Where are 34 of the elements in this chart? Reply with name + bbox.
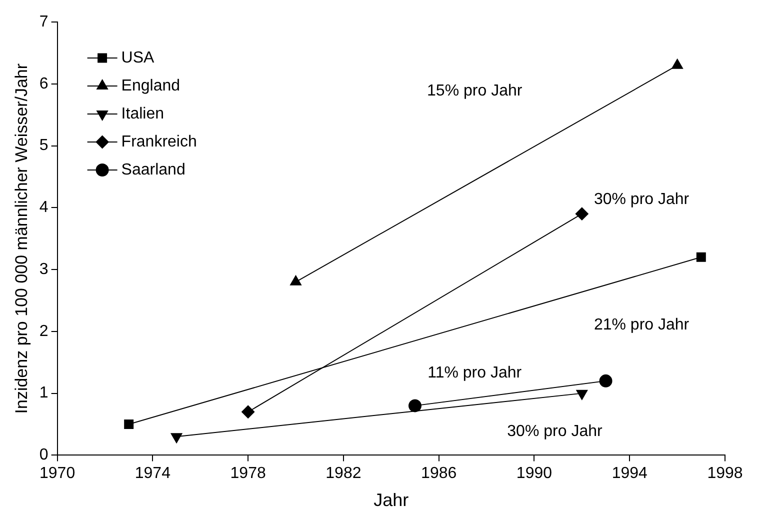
point	[408, 399, 422, 412]
x-tick-label: 1970	[40, 465, 76, 482]
x-tick-label: 1986	[421, 465, 457, 482]
y-tick-label: 2	[39, 322, 48, 340]
legend-label: Frankreich	[121, 133, 197, 150]
point	[242, 405, 255, 418]
y-tick-label: 5	[39, 137, 48, 154]
point	[599, 374, 612, 388]
x-tick-label: 1982	[326, 465, 362, 482]
x-tick-label: 1978	[230, 465, 266, 482]
y-tick-label: 4	[39, 199, 48, 216]
x-tick-label: 1998	[707, 465, 743, 482]
y-tick-label: 3	[39, 260, 48, 278]
x-tick-label: 1974	[134, 465, 171, 482]
annotation: 15% pro Jahr	[427, 82, 523, 100]
y-tick-label: 7	[39, 13, 48, 30]
y-axis-title: Inzidenz pro 100 000 männlicher Weisser/Jahr	[12, 63, 31, 414]
annotation: 30% pro Jahr	[594, 191, 690, 208]
point	[696, 252, 706, 262]
annotation: 21% pro Jahr	[594, 316, 690, 334]
legend-label: Saarland	[121, 161, 186, 178]
point	[575, 207, 588, 220]
legend-label: USA	[121, 49, 155, 66]
y-tick-label: 0	[39, 446, 48, 464]
annotation: 30% pro Jahr	[507, 422, 603, 440]
legend-label: England	[121, 77, 180, 94]
annotation: 11% pro Jahr	[428, 364, 522, 382]
y-tick-label: 6	[39, 75, 48, 92]
x-tick-label: 1994	[612, 465, 648, 482]
y-tick-label: 1	[39, 384, 48, 402]
x-tick-label: 1990	[516, 465, 552, 482]
legend-label: Italien	[121, 105, 164, 122]
x-axis-title: Jahr	[374, 490, 409, 510]
point	[124, 420, 134, 429]
